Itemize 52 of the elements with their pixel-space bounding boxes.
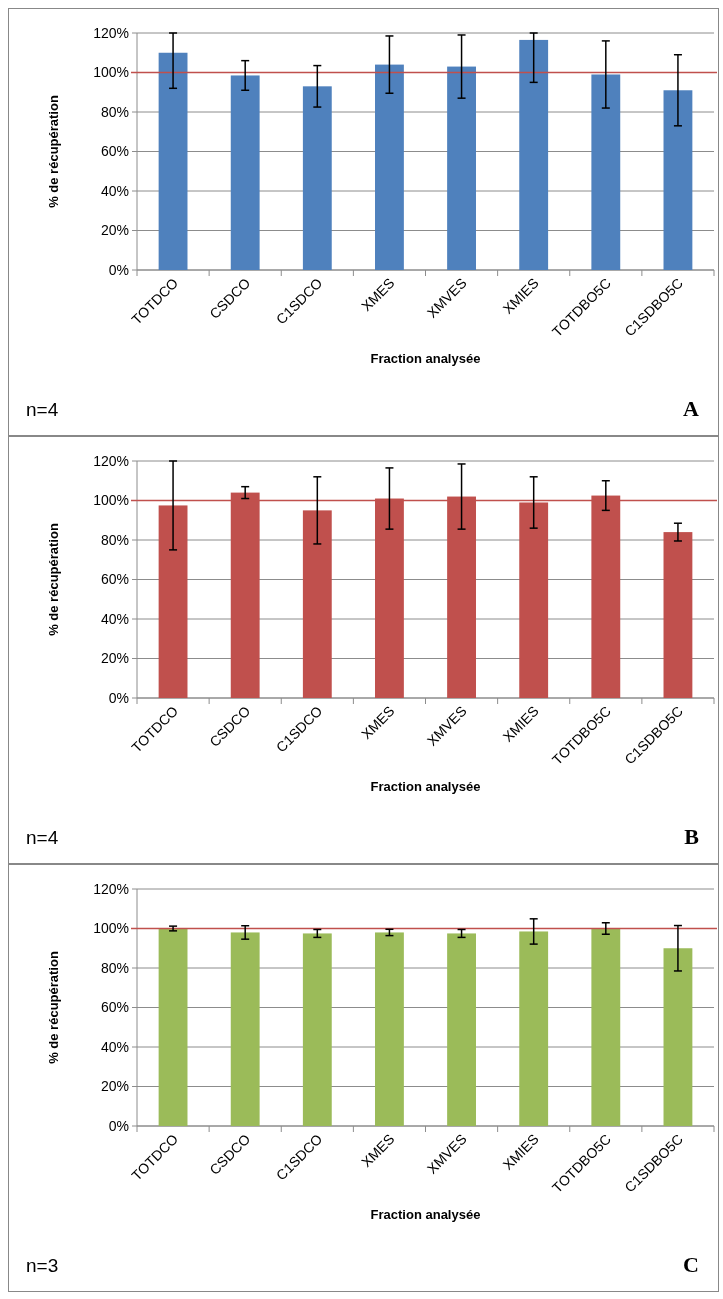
text: B <box>684 824 700 849</box>
y-tick-label: 20% <box>100 222 129 239</box>
text: C <box>683 1252 699 1277</box>
bar <box>158 928 188 1126</box>
y-tick-label: 0% <box>108 261 129 278</box>
bar <box>302 933 332 1126</box>
text: n=4 <box>26 827 59 848</box>
y-tick-label: 100% <box>93 920 129 937</box>
text: n=4 <box>26 399 59 420</box>
y-tick-label: 120% <box>93 880 129 897</box>
x-axis-title: Fraction analysée <box>370 1207 481 1222</box>
bar <box>302 510 332 698</box>
bar <box>158 52 188 270</box>
x-axis-title: Fraction analysée <box>370 351 481 366</box>
bar <box>663 90 693 270</box>
y-tick-label: 80% <box>100 531 129 548</box>
y-tick-label: 120% <box>93 24 129 41</box>
y-tick-label: 20% <box>100 1078 129 1095</box>
bar <box>230 75 260 270</box>
y-axis-title: % de récupération <box>46 95 61 208</box>
bar <box>663 948 693 1126</box>
y-tick-label: 0% <box>108 1117 129 1134</box>
bar <box>230 932 260 1126</box>
bar <box>663 532 693 698</box>
text: n=3 <box>26 1255 59 1276</box>
y-tick-label: 120% <box>93 452 129 469</box>
y-tick-label: 100% <box>93 64 129 81</box>
bar <box>519 39 549 270</box>
bar <box>447 933 476 1126</box>
bar <box>591 928 621 1126</box>
bar <box>302 86 332 270</box>
bar <box>158 505 188 698</box>
bar <box>447 66 476 270</box>
bar <box>591 74 621 270</box>
y-tick-label: 80% <box>100 959 129 976</box>
bar <box>375 64 404 270</box>
y-axis-title: % de récupération <box>46 523 61 636</box>
y-tick-label: 100% <box>93 492 129 509</box>
y-tick-label: 60% <box>100 999 129 1016</box>
y-tick-label: 40% <box>100 610 129 627</box>
y-tick-label: 40% <box>100 182 129 199</box>
y-tick-label: 40% <box>100 1038 129 1055</box>
x-axis-title: Fraction analysée <box>370 779 481 794</box>
bar <box>519 931 549 1126</box>
y-axis-title: % de récupération <box>46 951 61 1064</box>
bar <box>375 932 404 1126</box>
text: A <box>683 396 700 421</box>
y-tick-label: 0% <box>108 689 129 706</box>
y-tick-label: 60% <box>100 571 129 588</box>
y-tick-label: 60% <box>100 143 129 160</box>
y-tick-label: 20% <box>100 650 129 667</box>
y-tick-label: 80% <box>100 103 129 120</box>
